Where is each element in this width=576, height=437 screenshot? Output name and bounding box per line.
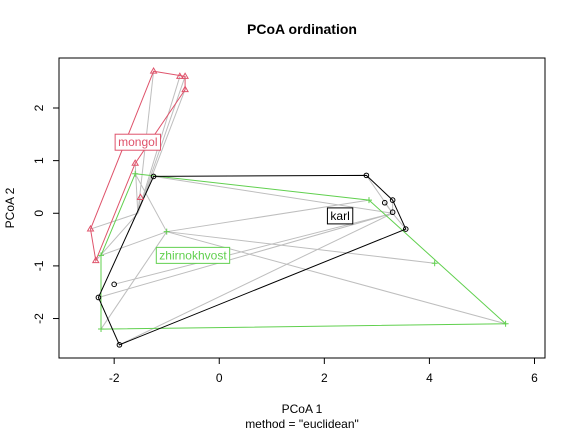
point-zhirnokhvost [431,260,438,267]
group-label-zhirnokhvost: zhirnokhvost [155,246,231,264]
point-mongol [86,224,95,232]
point-zhirnokhvost [132,170,139,177]
spider-line [114,212,393,285]
hull-karl [97,174,407,346]
point-karl [389,197,396,203]
y-tick-label: -1 [32,260,46,271]
group-label-box [326,207,354,225]
point-zhirnokhvost [502,320,509,327]
y-axis-label: PCoA 2 [3,187,17,228]
y-tick-label: 1 [32,157,46,164]
point-mongol [136,193,145,200]
point-mongol [149,66,158,74]
point-zhirnokhvost [98,326,105,333]
point-karl [389,209,396,216]
plot-layer: -2 0 2 4 6 -2 -1 0 1 2 mongol zhirnokhvost karl [32,57,546,385]
group-label-text: zhirnokhvost [159,248,227,262]
spider-line [137,76,186,214]
point-mongol [175,72,184,79]
x-tick-label: 6 [531,371,538,385]
chart-title: PCoA ordination [247,21,357,37]
spider-line [100,231,167,256]
x-axis-label: PCoA 1 [282,402,323,416]
point-mongol [181,85,189,93]
y-tick-label: -2 [32,313,46,324]
group-label-box [155,246,231,264]
spider-line [95,212,139,261]
spider-line [153,175,393,214]
group-label-mongol: mongol [114,133,161,151]
group-label-text: karl [330,209,349,223]
spider-line [134,163,139,214]
plot-frame [58,57,546,359]
spider-line [119,212,393,346]
point-mongol [181,72,189,79]
point-karl [95,294,102,301]
point-zhirnokhvost [163,228,170,235]
x-tick-label: 0 [216,371,223,385]
point-zhirnokhvost [98,252,105,259]
spider-line [90,212,138,230]
point-mongol [131,159,140,166]
y-tick-label: 2 [32,104,46,111]
spider-line [100,231,168,330]
group-label-text: mongol [118,135,157,149]
spider-line [98,212,393,298]
group-label-box [114,133,161,151]
x-axis-sublabel: method = "euclidean" [245,417,359,431]
x-tick-label: 2 [321,371,328,385]
point-karl [402,226,409,232]
point-zhirnokhvost [365,197,372,204]
hull-zhirnokhvost [100,173,507,330]
spider-line [166,231,435,264]
point-karl [363,172,370,179]
spider-line [392,212,407,230]
point-karl [111,281,117,288]
spider-line [166,199,370,233]
spider-line [134,173,168,232]
point-karl [116,342,123,348]
x-tick-label: 4 [426,371,433,385]
point-mongol [91,256,100,264]
x-tick-label: -2 [109,371,120,385]
point-karl [150,173,157,180]
group-label-karl: karl [326,207,354,225]
point-karl [381,199,388,206]
y-tick-label: 0 [32,210,46,217]
hull-mongol [89,70,186,263]
